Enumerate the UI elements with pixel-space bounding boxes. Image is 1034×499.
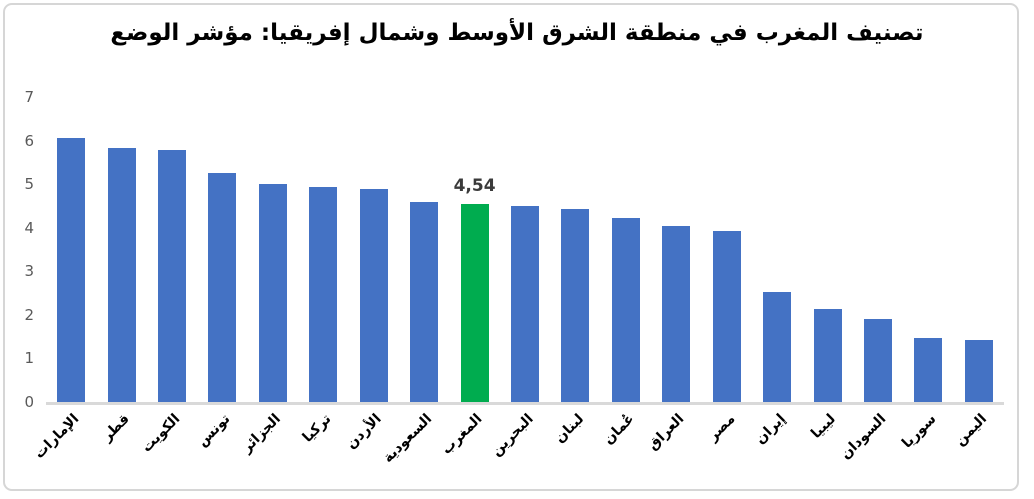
bar-slot bbox=[197, 97, 247, 402]
y-axis: 0 1 2 3 4 5 6 7 bbox=[0, 88, 38, 411]
bar bbox=[258, 184, 287, 402]
x-label-slot: الجزائر bbox=[239, 409, 298, 489]
x-axis-category-label: الأردن bbox=[343, 411, 386, 453]
bar bbox=[511, 205, 539, 402]
bar bbox=[561, 208, 590, 402]
x-axis-labels: الإمارات قطر الكويت تونس الجزائر تركيا الأردن ا… bbox=[32, 409, 1004, 489]
x-axis-category-label: سوريا bbox=[899, 411, 940, 452]
x-label-slot: الإمارات bbox=[32, 409, 96, 489]
bar bbox=[763, 291, 792, 402]
bar-slot bbox=[298, 97, 348, 402]
highlight-value-label: 4,54 bbox=[453, 176, 496, 197]
y-axis-tick-label: 2 bbox=[24, 305, 34, 324]
bar bbox=[964, 339, 993, 402]
bar-slot bbox=[853, 97, 903, 402]
y-axis-tick-label: 7 bbox=[24, 88, 34, 106]
bar-slot bbox=[903, 97, 953, 402]
x-label-slot: عُمان bbox=[600, 409, 651, 489]
bar-slot bbox=[954, 97, 1004, 402]
bar bbox=[107, 147, 136, 402]
bar-slot bbox=[601, 97, 651, 402]
bar-highlighted bbox=[460, 204, 489, 402]
x-label-slot: لبنان bbox=[550, 409, 600, 489]
x-label-slot: العراق bbox=[645, 409, 701, 489]
x-axis-category-label: إيران bbox=[752, 411, 789, 448]
bar-slot bbox=[399, 97, 449, 402]
bar-slot bbox=[349, 97, 399, 402]
y-axis-tick-label: 5 bbox=[24, 175, 34, 194]
x-label-slot: إيران bbox=[752, 409, 802, 489]
bar-slot bbox=[248, 97, 298, 402]
plot-area: 4,54 bbox=[46, 97, 1004, 405]
bar bbox=[309, 186, 338, 402]
x-label-slot: تركيا bbox=[298, 409, 348, 489]
bar bbox=[208, 173, 237, 402]
x-axis-category-label: الإمارات bbox=[31, 411, 83, 462]
x-label-slot: مصر bbox=[701, 409, 751, 489]
y-axis-tick-label: 3 bbox=[24, 262, 34, 281]
bar bbox=[611, 218, 640, 402]
bar-slot bbox=[550, 97, 600, 402]
bar bbox=[158, 150, 187, 402]
x-axis-category-label: تونس bbox=[194, 411, 234, 450]
bar bbox=[359, 189, 388, 402]
bar bbox=[863, 319, 892, 402]
y-axis-tick-label: 0 bbox=[24, 393, 34, 411]
x-axis-category-label: اليمن bbox=[952, 411, 991, 450]
bar bbox=[57, 138, 86, 402]
x-label-slot: تونس bbox=[194, 409, 247, 489]
bar-slot bbox=[701, 97, 751, 402]
x-axis-category-label: ليبيا bbox=[807, 411, 839, 442]
bar bbox=[914, 337, 943, 402]
bar-slot bbox=[46, 97, 96, 402]
x-label-slot: الكويت bbox=[139, 409, 197, 489]
x-axis-category-label: عُمان bbox=[600, 411, 638, 448]
x-label-slot: قطر bbox=[96, 409, 146, 489]
bar-slot bbox=[752, 97, 802, 402]
x-label-slot: سوريا bbox=[899, 409, 953, 489]
bar-slot bbox=[96, 97, 146, 402]
x-axis-category-label: تركيا bbox=[299, 411, 335, 446]
y-axis-tick-label: 6 bbox=[24, 131, 34, 150]
bar-slot bbox=[147, 97, 197, 402]
bar-slot bbox=[500, 97, 550, 402]
x-label-slot: البحرين bbox=[488, 409, 550, 489]
bar-slot bbox=[651, 97, 701, 402]
bar bbox=[813, 308, 842, 402]
bar bbox=[410, 202, 439, 402]
x-axis-category-label: العراق bbox=[645, 411, 688, 454]
bar-slot: 4,54 bbox=[449, 97, 499, 402]
y-axis-tick-label: 4 bbox=[24, 218, 34, 237]
x-axis-category-label: قطر bbox=[99, 411, 133, 445]
bar bbox=[712, 231, 741, 402]
y-axis-tick-label: 1 bbox=[24, 349, 34, 368]
x-label-slot: السودان bbox=[838, 409, 903, 489]
chart-title: تصنيف المغرب في منطقة الشرق الأوسط وشمال… bbox=[110, 20, 924, 46]
x-label-slot: اليمن bbox=[952, 409, 1004, 489]
x-axis-category-label: مصر bbox=[704, 411, 739, 445]
x-axis-category-label: لبنان bbox=[551, 411, 587, 447]
bar-slot bbox=[802, 97, 852, 402]
bar bbox=[662, 225, 691, 402]
